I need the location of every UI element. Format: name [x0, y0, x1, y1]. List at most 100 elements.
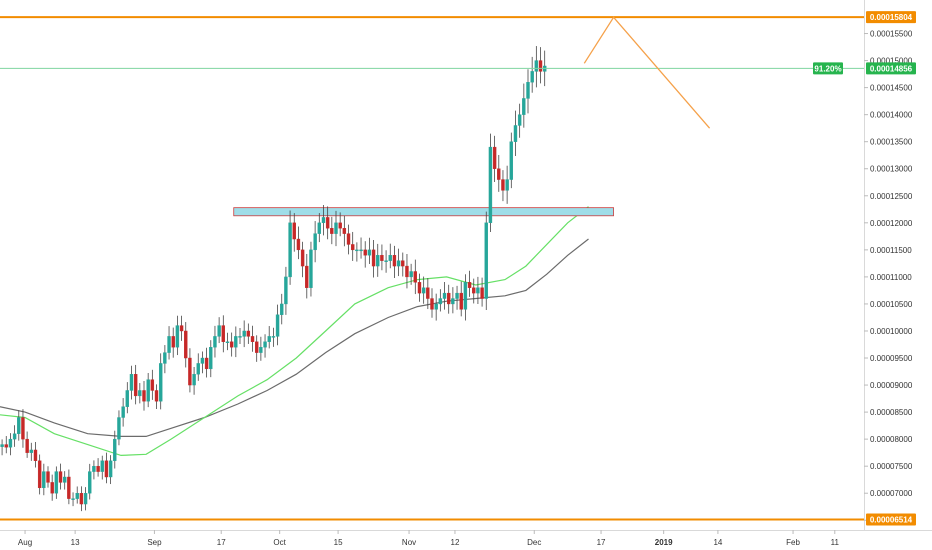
price-axis[interactable]: 0.000065000.000070000.000075000.00008000…	[864, 30, 913, 526]
candle-body	[234, 336, 238, 348]
candle-body	[505, 179, 509, 191]
change-percent-tag-label: 91.20%	[814, 64, 841, 73]
candle-body	[426, 287, 430, 299]
current-price-tag-box	[866, 62, 916, 75]
candle-body	[246, 330, 251, 337]
candle-body	[167, 336, 171, 353]
candle-body	[158, 363, 163, 402]
candle-body	[242, 330, 246, 337]
time-axis[interactable]: Aug 13 Sep 17 Oct 15 Nov 12 Dec 17 2019 14 Feb 11	[18, 530, 840, 547]
plot-background	[0, 0, 864, 530]
candle-body	[125, 390, 130, 407]
x-tick-label: 12	[451, 538, 460, 547]
candle-body	[8, 438, 13, 448]
candle-body	[200, 357, 205, 364]
candle-body	[430, 298, 434, 310]
candle-body	[209, 347, 213, 370]
candle-body	[288, 222, 292, 278]
candle-body	[184, 330, 188, 359]
candle-body	[17, 417, 21, 434]
candle-body	[263, 341, 267, 348]
candle-body	[37, 460, 42, 489]
horizontal-levels[interactable]	[0, 16, 864, 521]
y-tick-label: 0.00007500	[870, 462, 913, 471]
resistance-zone-box[interactable]	[233, 207, 614, 217]
candle-body	[476, 287, 480, 294]
candle-body	[355, 249, 359, 252]
candle-body	[25, 438, 29, 453]
resistance-zone[interactable]	[233, 207, 614, 217]
ema-slow-line	[0, 238, 589, 437]
y-tick-label: 0.00010000	[870, 327, 913, 336]
candle-body	[522, 98, 526, 115]
candle-body	[171, 336, 175, 348]
candle-body	[88, 471, 92, 494]
candle-body	[179, 325, 184, 332]
candle-body	[284, 276, 288, 305]
moving-averages	[0, 206, 589, 457]
candle-body	[54, 471, 59, 494]
candle-body	[104, 460, 109, 478]
candle-body	[21, 417, 25, 440]
level-price-tag-label: 0.00015804	[870, 13, 913, 22]
change-percent-tag-box	[813, 62, 843, 75]
candle-body	[401, 260, 405, 267]
projection-line[interactable]	[583, 16, 711, 129]
candle-body	[501, 179, 505, 191]
candle-body	[188, 357, 192, 386]
candle-body	[317, 222, 322, 234]
candle-body	[446, 292, 451, 305]
candle-body	[371, 249, 376, 267]
candle-body	[71, 498, 75, 500]
y-tick-label: 0.00008000	[870, 435, 913, 444]
candle-body	[271, 336, 276, 338]
candle-body	[313, 233, 317, 251]
y-tick-label: 0.00007000	[870, 489, 913, 498]
x-tick-label: Feb	[786, 538, 800, 547]
candle-body	[267, 336, 271, 342]
candle-body	[175, 325, 180, 348]
candle-body	[334, 222, 338, 234]
x-tick-label: Dec	[527, 538, 541, 547]
candle-body	[484, 222, 488, 299]
candle-body	[238, 336, 242, 338]
y-tick-label: 0.00011000	[870, 273, 912, 282]
y-tick-label: 0.00009500	[870, 354, 913, 363]
candle-body	[296, 238, 301, 251]
candle-body	[421, 287, 426, 294]
candle-body	[142, 390, 146, 402]
candle-body	[108, 460, 113, 478]
candle-body	[346, 233, 351, 245]
candle-body	[451, 298, 455, 305]
candle-body	[146, 379, 150, 402]
candle-body	[163, 352, 167, 364]
candle-body	[33, 449, 38, 461]
candle-body	[509, 141, 514, 180]
candle-body	[338, 222, 342, 229]
candle-body	[100, 460, 104, 472]
candle-body	[275, 314, 280, 337]
x-tick-label: Oct	[273, 538, 286, 547]
candle-body	[534, 60, 539, 72]
y-tick-label: 0.00014000	[870, 111, 913, 120]
candle-body	[117, 417, 121, 440]
candle-body	[96, 465, 100, 472]
candle-body	[79, 493, 84, 505]
y-tick-label: 0.00011500	[870, 246, 912, 255]
candle-body	[259, 347, 263, 353]
candle-body	[350, 244, 355, 251]
candle-body	[92, 465, 96, 472]
candle-body	[129, 374, 134, 391]
projection-path[interactable]	[583, 16, 711, 129]
candle-body	[121, 406, 125, 418]
candle-body	[309, 249, 313, 288]
price-tags: 0.00015804 0.00006514 0.00014856 91.20%	[813, 11, 916, 526]
candle-body	[150, 379, 155, 391]
candle-body	[530, 71, 534, 83]
candle-body	[225, 341, 230, 343]
candle-body	[455, 292, 459, 299]
candle-body	[492, 146, 497, 169]
candle-body	[325, 217, 330, 229]
candle-body	[472, 287, 476, 294]
